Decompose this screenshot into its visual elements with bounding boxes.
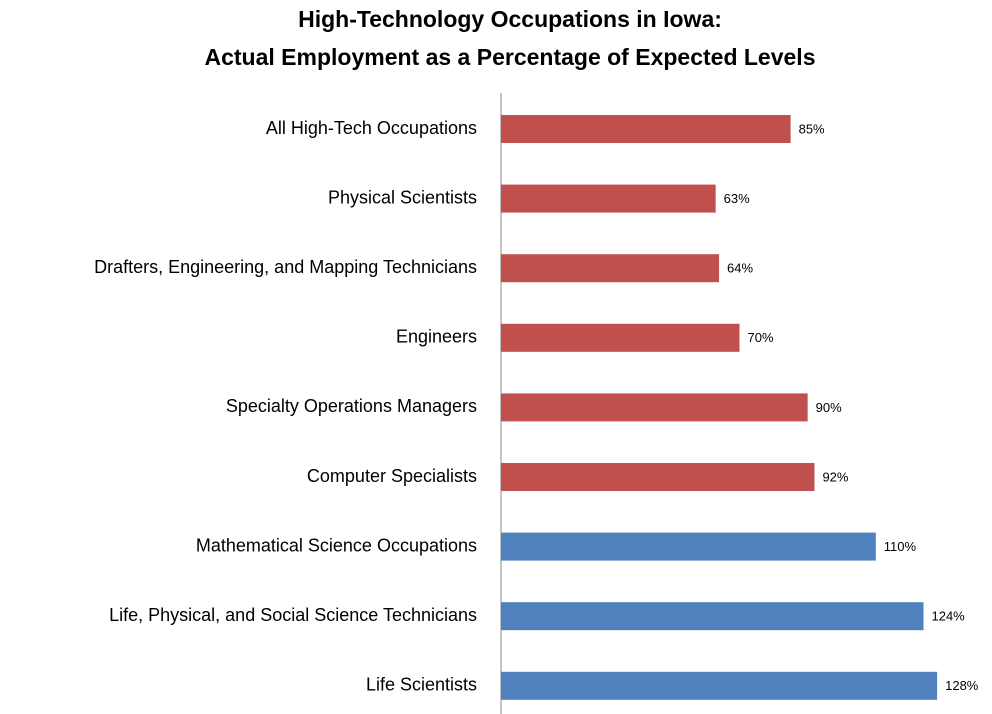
bar — [501, 532, 876, 561]
bar — [501, 184, 716, 213]
category-label: All High-Tech Occupations — [266, 118, 477, 138]
category-label: Drafters, Engineering, and Mapping Techn… — [94, 257, 477, 277]
value-label: 64% — [727, 261, 753, 276]
bar — [501, 463, 815, 491]
value-label: 124% — [931, 609, 965, 624]
value-label: 128% — [945, 678, 979, 693]
bar — [501, 671, 938, 700]
bar — [501, 254, 720, 283]
value-label: 92% — [822, 469, 848, 484]
bar — [501, 602, 924, 631]
value-label: 110% — [884, 539, 917, 554]
chart-title: High-Technology Occupations in Iowa: — [298, 6, 722, 32]
chart-title: Actual Employment as a Percentage of Exp… — [204, 44, 815, 70]
category-label: Life, Physical, and Social Science Techn… — [109, 605, 477, 625]
value-label: 85% — [799, 121, 825, 136]
bar — [501, 393, 808, 422]
category-label: Physical Scientists — [328, 187, 477, 207]
category-label: Life Scientists — [366, 675, 477, 695]
category-label: Specialty Operations Managers — [226, 396, 477, 416]
value-label: 63% — [724, 191, 750, 206]
category-label: Mathematical Science Occupations — [196, 535, 477, 555]
bar — [501, 323, 740, 352]
category-label: Computer Specialists — [307, 466, 477, 486]
value-label: 70% — [748, 330, 774, 345]
category-label: Engineers — [396, 327, 477, 347]
bar — [501, 115, 791, 143]
value-label: 90% — [816, 400, 842, 415]
